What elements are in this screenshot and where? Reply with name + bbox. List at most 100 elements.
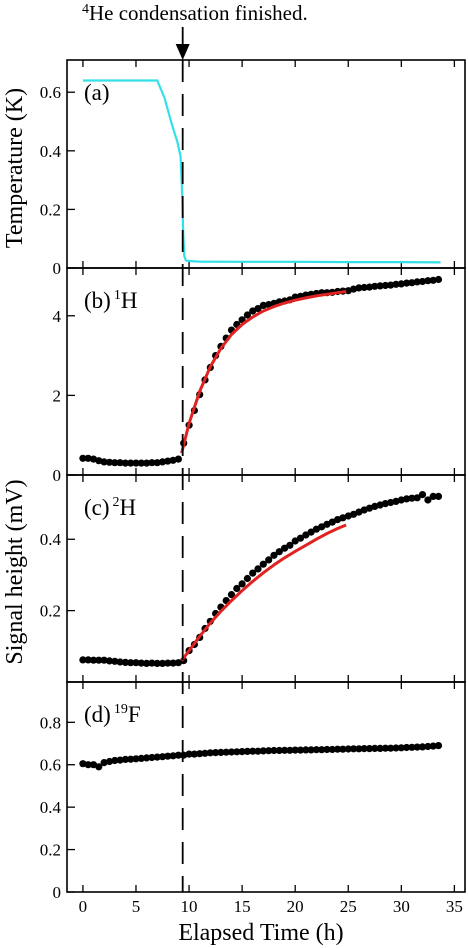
data-point — [424, 277, 432, 285]
panel-a: 0 0.2 0.4 0.6 (a) — [40, 59, 466, 278]
y-tick-label: 0 — [53, 259, 62, 278]
data-point — [121, 459, 129, 467]
panel-label-letter: (b) — [84, 288, 111, 313]
data-point — [164, 752, 172, 760]
data-point — [227, 748, 236, 756]
data-point — [143, 459, 151, 467]
data-point — [286, 746, 294, 754]
arrow-head — [175, 44, 190, 60]
data-point — [127, 659, 135, 667]
panel-label-superscript: 2 — [113, 495, 120, 510]
data-point — [222, 748, 230, 756]
data-point — [381, 281, 389, 290]
x-tick-label: 30 — [393, 897, 410, 916]
data-point — [143, 659, 151, 668]
data-point — [360, 745, 368, 753]
data-point — [281, 544, 289, 552]
data-point — [148, 659, 156, 667]
data-point — [174, 455, 182, 463]
panel-frame — [66, 681, 466, 893]
data-point — [408, 279, 416, 287]
data-point — [127, 459, 135, 467]
data-point — [387, 281, 395, 289]
data-point — [355, 745, 363, 753]
x-tick-label: 15 — [234, 897, 251, 916]
panel-label-superscript: 1 — [114, 288, 121, 303]
data-point — [376, 744, 384, 753]
data-point — [132, 459, 140, 467]
data-point — [429, 492, 437, 500]
y-tick-label: 0.8 — [40, 713, 61, 732]
x-tick-label: 25 — [340, 897, 357, 916]
data-point — [265, 747, 273, 755]
data-point — [127, 755, 135, 763]
annotation-arrow — [175, 27, 190, 60]
data-point — [212, 749, 220, 757]
panel-label: (c) 2H — [84, 495, 136, 520]
data-point — [270, 551, 278, 559]
data-point — [302, 531, 310, 539]
data-point — [376, 282, 384, 290]
data-point — [259, 560, 267, 568]
annotation-text: 4He condensation finished. — [82, 1, 308, 25]
data-point — [392, 280, 400, 288]
data-point — [296, 534, 305, 542]
data-point — [185, 750, 193, 758]
data-point — [429, 742, 437, 750]
panel-b: 0 2 4 (b) 1H — [53, 267, 466, 485]
data-point — [249, 747, 257, 755]
data-point — [153, 753, 161, 761]
data-point — [116, 756, 124, 764]
data-point — [434, 492, 443, 500]
data-point — [371, 744, 379, 753]
data-point — [153, 659, 161, 668]
data-point — [259, 747, 267, 755]
panel-d: 0 0.2 0.4 0.6 0.8 (d) 19F — [40, 681, 466, 902]
panel-label: (b) 1H — [84, 288, 137, 313]
data-point — [403, 279, 411, 287]
x-axis-label: Elapsed Time (h) — [178, 920, 343, 946]
panel-label-letter: (c) — [84, 495, 110, 520]
data-point — [312, 746, 320, 754]
data-point — [350, 745, 358, 753]
data-point — [344, 745, 352, 753]
data-point — [148, 753, 156, 762]
data-point — [296, 746, 305, 754]
x-tick-label: 35 — [446, 897, 463, 916]
data-point — [111, 756, 119, 765]
y-tick-label: 0.2 — [40, 841, 61, 860]
data-point — [201, 749, 209, 757]
data-point — [270, 746, 278, 755]
annotation-superscript: 4 — [82, 2, 89, 17]
data-point — [137, 754, 145, 763]
data-point — [105, 657, 114, 665]
data-point — [307, 746, 315, 754]
data-point — [339, 745, 347, 753]
data-point — [143, 754, 151, 762]
panel-label-letter: (a) — [84, 80, 110, 105]
data-point — [254, 747, 262, 755]
data-point — [105, 458, 114, 466]
data-point — [79, 656, 87, 664]
data-point — [413, 743, 421, 751]
panel-label-element: H — [121, 288, 138, 313]
data-point — [121, 658, 129, 667]
panel-label-letter: (d) — [84, 702, 111, 727]
panels: 00.20.40.6 (a)024(b) 1H0.20.4(c) 2H00.20.40… — [40, 59, 466, 902]
data-point — [275, 746, 283, 755]
data-point — [381, 744, 389, 752]
data-point — [318, 746, 326, 754]
data-point — [434, 275, 443, 284]
data-point — [217, 748, 225, 757]
data-point — [365, 745, 374, 753]
data-point — [196, 750, 204, 758]
data-point — [418, 743, 427, 751]
y-tick-label: 0 — [53, 466, 62, 485]
data-point — [100, 759, 108, 767]
data-point — [84, 761, 92, 769]
x-tick-label: 5 — [132, 897, 141, 916]
data-point — [132, 755, 140, 763]
data-point — [227, 591, 236, 599]
data-point — [424, 496, 432, 504]
